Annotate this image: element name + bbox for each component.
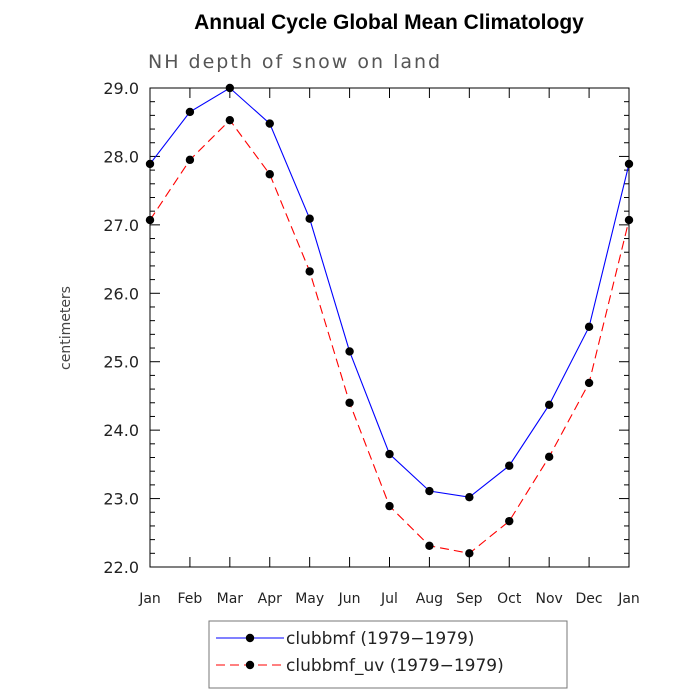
- data-point: [385, 501, 394, 511]
- axis-ticks: 22.0 23.0 24.0 25.0 26.0 27.0 28.0 29.0 Jan Feb Ma…: [103, 79, 639, 607]
- legend-marker: [245, 633, 255, 643]
- data-point: [465, 493, 474, 502]
- x-tick-label: Jan: [617, 591, 640, 607]
- x-tick-label: Jun: [338, 591, 361, 607]
- y-tick-label: 28.0: [103, 147, 139, 166]
- data-point: [265, 119, 274, 128]
- y-tick-label: 27.0: [103, 216, 139, 235]
- y-tick-label: 25.0: [103, 353, 139, 372]
- y-tick-label: 29.0: [103, 79, 139, 98]
- x-tick-label: Jul: [380, 591, 398, 607]
- x-tick-label: Feb: [178, 591, 203, 607]
- data-point: [624, 159, 634, 169]
- data-point: [425, 541, 434, 550]
- data-point: [465, 549, 474, 558]
- data-point: [305, 267, 314, 276]
- y-tick-label: 23.0: [103, 490, 139, 509]
- chart-subtitle: NH depth of snow on land: [148, 51, 442, 73]
- data-point: [225, 115, 235, 125]
- x-tick-label: Aug: [416, 591, 443, 607]
- y-tick-label: 24.0: [103, 421, 139, 440]
- legend-label: clubbmf_uv (1979−1979): [286, 656, 504, 676]
- y-tick-label: 26.0: [103, 284, 139, 303]
- legend-label: clubbmf (1979−1979): [286, 629, 474, 649]
- x-tick-label: Sep: [456, 591, 483, 607]
- data-point: [385, 449, 394, 459]
- data-point: [544, 452, 554, 462]
- data-point: [425, 486, 434, 496]
- data-point: [305, 214, 314, 223]
- data-point: [145, 159, 155, 169]
- legend: clubbmf (1979−1979) clubbmf_uv (1979−1979…: [208, 620, 568, 689]
- x-tick-label: Dec: [576, 591, 603, 607]
- y-axis-label: centimeters: [58, 286, 74, 370]
- legend-marker: [245, 660, 255, 670]
- data-point: [145, 215, 155, 225]
- data-point: [544, 400, 554, 410]
- y-tick-label: 22.0: [103, 558, 139, 577]
- x-tick-label: Mar: [217, 591, 244, 607]
- x-tick-label: Oct: [497, 591, 522, 607]
- data-point: [584, 378, 594, 388]
- data-point: [584, 322, 594, 332]
- series-line-1: [149, 119, 630, 554]
- series-line-0: [149, 87, 630, 498]
- x-tick-label: May: [295, 591, 324, 607]
- chart-title: Annual Cycle Global Mean Climatology: [194, 11, 584, 34]
- x-tick-label: Jan: [138, 591, 161, 607]
- data-point: [185, 107, 195, 117]
- data-point: [225, 83, 235, 93]
- plot-frame: [149, 87, 630, 568]
- x-tick-label: Apr: [258, 591, 282, 607]
- data-point: [505, 461, 514, 470]
- data-point: [345, 398, 354, 407]
- series-layer: [145, 83, 634, 558]
- x-tick-label: Nov: [536, 591, 563, 607]
- data-point: [624, 215, 634, 225]
- data-point: [345, 347, 354, 356]
- data-point: [505, 516, 514, 526]
- data-point: [185, 155, 195, 165]
- legend-box: [208, 620, 568, 689]
- data-point: [265, 170, 274, 179]
